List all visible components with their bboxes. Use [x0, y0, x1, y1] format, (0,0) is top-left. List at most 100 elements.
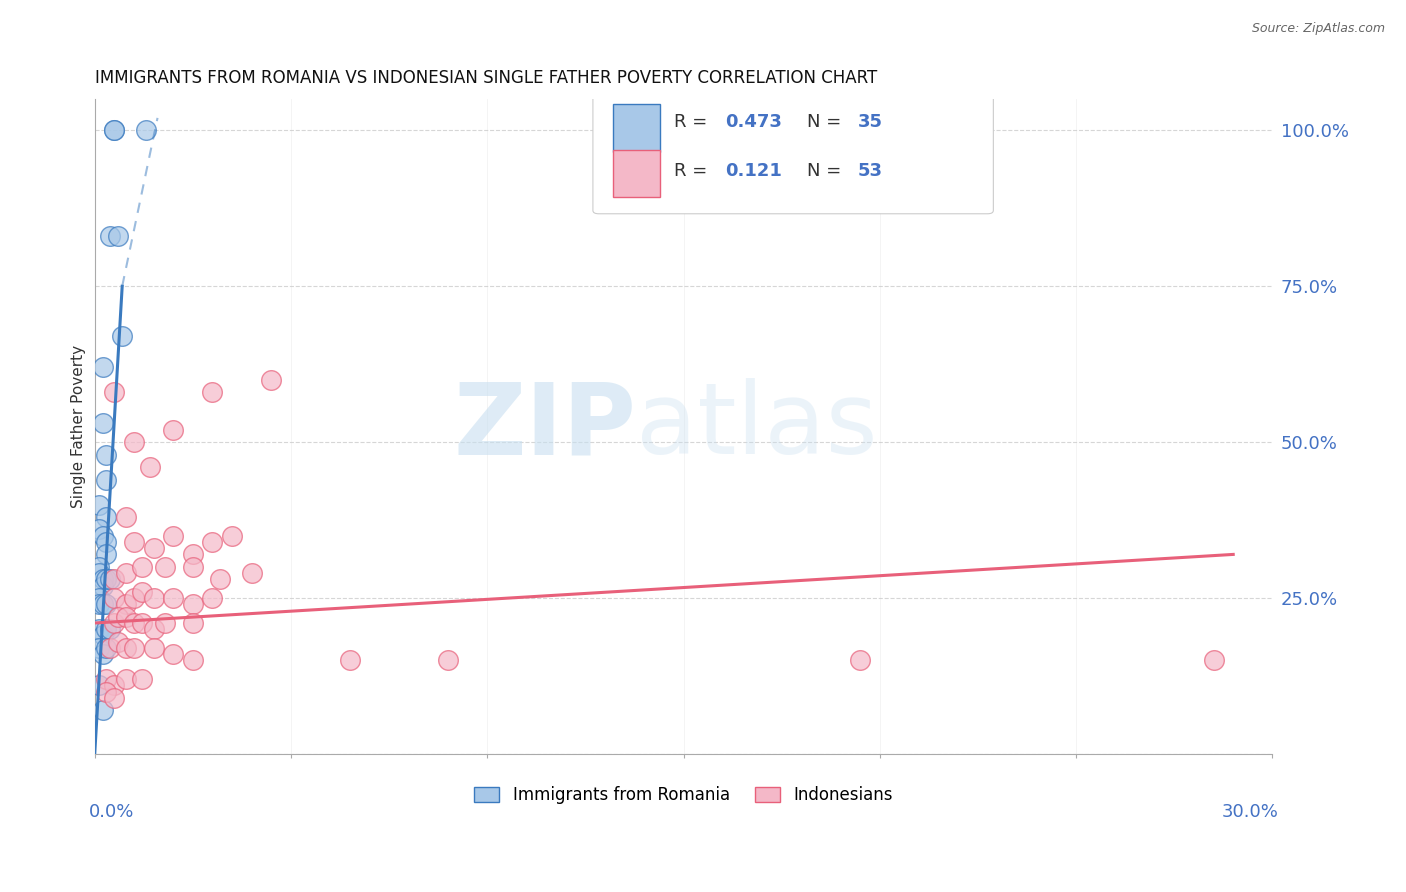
Point — [100, 573, 122, 587]
Text: Source: ZipAtlas.com: Source: ZipAtlas.com — [1251, 22, 1385, 36]
Point — [96, 622, 118, 636]
Point — [103, 678, 125, 692]
Point — [122, 591, 145, 605]
Point — [87, 523, 110, 537]
Point — [201, 591, 224, 605]
Point — [181, 548, 204, 562]
Point — [91, 578, 114, 592]
Point — [181, 560, 204, 574]
Point — [162, 529, 184, 543]
Point — [142, 591, 165, 605]
Point — [103, 123, 125, 137]
Point — [87, 591, 110, 605]
Point — [103, 573, 125, 587]
Point — [201, 385, 224, 400]
Text: 30.0%: 30.0% — [1222, 803, 1278, 821]
Point — [155, 560, 177, 574]
Point — [96, 535, 118, 549]
Legend: Immigrants from Romania, Indonesians: Immigrants from Romania, Indonesians — [468, 780, 900, 811]
Point — [96, 510, 118, 524]
Point — [131, 584, 153, 599]
Point — [103, 123, 125, 137]
Point — [111, 329, 134, 343]
Point — [103, 385, 125, 400]
Point — [122, 435, 145, 450]
Point — [221, 529, 243, 543]
Text: R =: R = — [675, 162, 718, 180]
Point — [96, 548, 118, 562]
Point — [91, 628, 114, 642]
Text: 0.121: 0.121 — [725, 162, 782, 180]
Point — [87, 640, 110, 655]
Point — [91, 597, 114, 611]
Point — [1202, 653, 1225, 667]
Point — [87, 560, 110, 574]
Point — [162, 423, 184, 437]
Point — [162, 647, 184, 661]
Point — [142, 541, 165, 556]
Point — [87, 498, 110, 512]
Text: 0.473: 0.473 — [725, 113, 782, 131]
Point — [209, 573, 232, 587]
Point — [122, 615, 145, 630]
Point — [87, 566, 110, 581]
Text: 53: 53 — [858, 162, 883, 180]
Point — [103, 615, 125, 630]
FancyBboxPatch shape — [593, 89, 994, 214]
Point — [107, 634, 129, 648]
Point — [135, 123, 157, 137]
Point — [96, 473, 118, 487]
Point — [91, 647, 114, 661]
Point — [96, 640, 118, 655]
Point — [142, 640, 165, 655]
Text: N =: N = — [807, 113, 848, 131]
Point — [181, 653, 204, 667]
Point — [131, 560, 153, 574]
Point — [122, 535, 145, 549]
Point — [849, 653, 872, 667]
Point — [87, 622, 110, 636]
Text: ZIP: ZIP — [454, 378, 637, 475]
Point — [131, 615, 153, 630]
Point — [96, 597, 118, 611]
Point — [100, 622, 122, 636]
FancyBboxPatch shape — [613, 104, 659, 152]
Point — [122, 640, 145, 655]
Point — [201, 535, 224, 549]
Point — [91, 703, 114, 717]
Point — [131, 672, 153, 686]
Point — [240, 566, 263, 581]
Point — [260, 373, 283, 387]
Text: 0.0%: 0.0% — [89, 803, 134, 821]
Point — [162, 591, 184, 605]
Point — [138, 460, 160, 475]
Point — [91, 417, 114, 431]
Point — [107, 609, 129, 624]
Point — [96, 684, 118, 698]
Point — [96, 573, 118, 587]
FancyBboxPatch shape — [613, 150, 659, 197]
Point — [115, 597, 138, 611]
Point — [155, 615, 177, 630]
Point — [107, 229, 129, 244]
Text: 35: 35 — [858, 113, 883, 131]
Point — [115, 510, 138, 524]
Point — [96, 448, 118, 462]
Point — [91, 529, 114, 543]
Point — [115, 566, 138, 581]
Text: IMMIGRANTS FROM ROMANIA VS INDONESIAN SINGLE FATHER POVERTY CORRELATION CHART: IMMIGRANTS FROM ROMANIA VS INDONESIAN SI… — [94, 69, 877, 87]
Text: atlas: atlas — [637, 378, 879, 475]
Point — [142, 622, 165, 636]
Point — [103, 690, 125, 705]
Point — [339, 653, 361, 667]
Point — [87, 597, 110, 611]
Point — [181, 597, 204, 611]
Point — [103, 591, 125, 605]
Point — [100, 229, 122, 244]
Point — [91, 573, 114, 587]
Y-axis label: Single Father Poverty: Single Father Poverty — [72, 345, 86, 508]
Text: N =: N = — [807, 162, 848, 180]
Point — [96, 672, 118, 686]
Point — [437, 653, 460, 667]
Point — [181, 615, 204, 630]
